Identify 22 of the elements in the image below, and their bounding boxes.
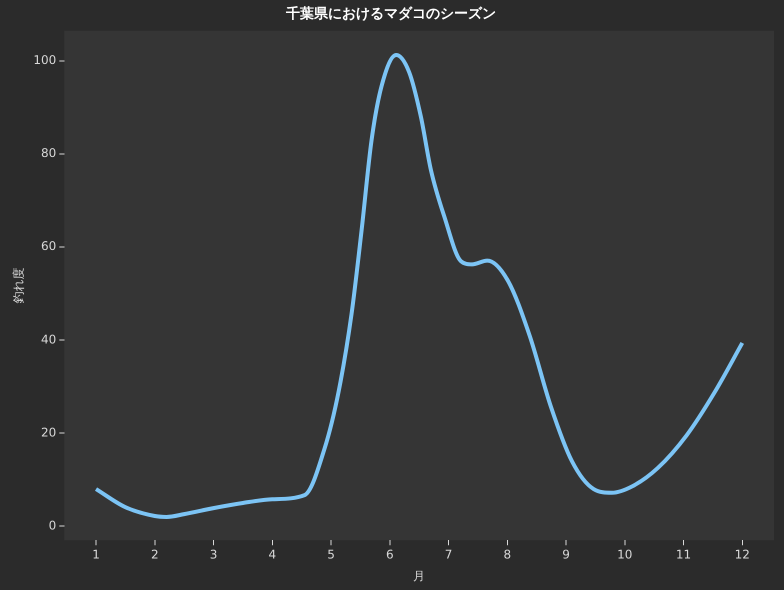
x-tick-label: 5 <box>327 548 335 562</box>
x-tick-label: 4 <box>268 548 276 562</box>
y-tick-label: 80 <box>41 146 56 160</box>
y-axis-title: 釣れ度 <box>11 268 26 304</box>
x-tick-label: 8 <box>503 548 512 562</box>
x-tick-label: 10 <box>617 548 632 562</box>
y-tick-label: 60 <box>41 239 56 254</box>
x-axis-title: 月 <box>413 568 426 583</box>
x-tick-label: 2 <box>150 548 159 562</box>
x-tick-label: 11 <box>676 548 692 562</box>
chart-title: 千葉県におけるマダコのシーズン <box>285 5 496 22</box>
y-tick-label: 0 <box>48 518 56 532</box>
x-tick-label: 1 <box>92 548 100 562</box>
y-tick-label: 100 <box>33 53 56 68</box>
x-tick-label: 12 <box>734 548 750 562</box>
x-tick-label: 7 <box>444 548 452 562</box>
x-tick-label: 9 <box>562 548 570 562</box>
x-tick-label: 6 <box>386 548 394 562</box>
x-tick-label: 3 <box>210 548 218 562</box>
line-series <box>94 52 744 519</box>
y-tick-label: 40 <box>41 332 56 346</box>
y-tick-label: 20 <box>41 425 56 440</box>
